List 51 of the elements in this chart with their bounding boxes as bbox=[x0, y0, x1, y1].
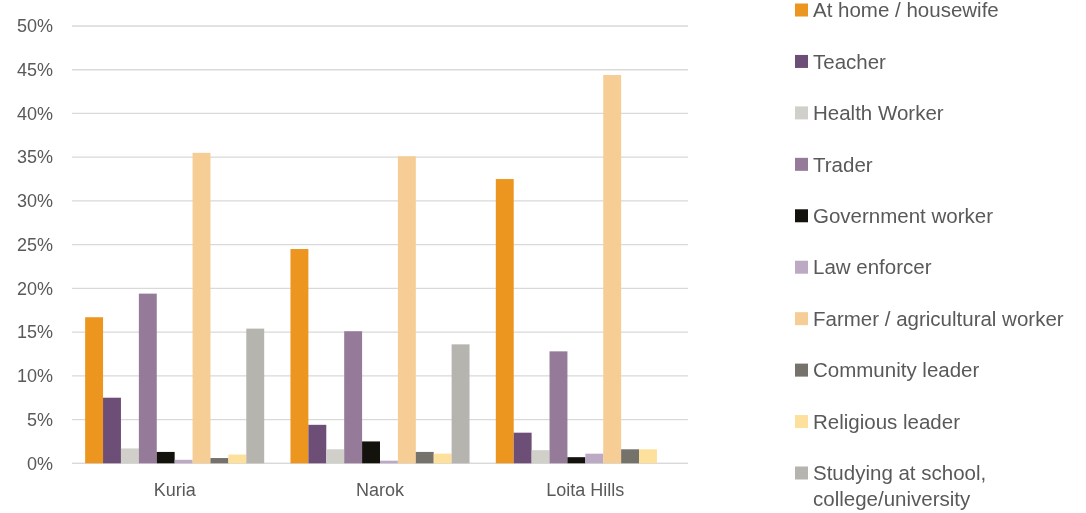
x-tick-label: Kuria bbox=[153, 480, 197, 501]
bar bbox=[228, 454, 247, 464]
bar bbox=[246, 328, 265, 464]
bar bbox=[362, 441, 380, 464]
bar bbox=[531, 450, 550, 464]
bar bbox=[495, 179, 514, 464]
bar bbox=[192, 152, 211, 464]
y-tick-label: 45% bbox=[16, 60, 53, 81]
legend-label: Government worker bbox=[813, 203, 994, 227]
legend-label: At home / housewife bbox=[813, 0, 999, 22]
bar bbox=[639, 449, 657, 464]
bar bbox=[415, 451, 434, 464]
bar bbox=[451, 344, 470, 464]
bar bbox=[103, 397, 121, 464]
legend-label: Community leader bbox=[813, 358, 980, 382]
bar bbox=[120, 448, 139, 464]
legend-label: Health Worker bbox=[813, 101, 944, 125]
bar bbox=[290, 249, 309, 464]
bar bbox=[567, 457, 586, 464]
bar bbox=[513, 432, 532, 464]
legend-label: Trader bbox=[813, 152, 873, 176]
legend-label: Farmer / agricultural worker bbox=[813, 306, 1064, 330]
y-tick-label: 50% bbox=[16, 16, 53, 37]
y-tick-label: 20% bbox=[16, 278, 53, 299]
bar bbox=[156, 451, 175, 464]
bar bbox=[138, 293, 157, 464]
y-tick-label: 15% bbox=[16, 322, 53, 343]
bar bbox=[344, 331, 363, 464]
bar bbox=[585, 453, 604, 464]
bar bbox=[326, 449, 345, 464]
x-tick-label: Loita Hills bbox=[546, 480, 625, 501]
legend-label: Teacher bbox=[813, 49, 887, 73]
bar bbox=[549, 351, 568, 464]
legend-label: Law enforcer bbox=[813, 255, 932, 279]
y-tick-label: 0% bbox=[26, 453, 53, 474]
y-tick-label: 40% bbox=[16, 103, 53, 124]
y-tick-label: 30% bbox=[16, 191, 53, 212]
bar bbox=[397, 156, 416, 464]
bar bbox=[621, 449, 640, 464]
bar bbox=[85, 317, 104, 464]
y-tick-label: 35% bbox=[16, 147, 53, 168]
bar bbox=[433, 453, 452, 464]
legend-label: Religious leader bbox=[813, 409, 961, 433]
y-tick-label: 10% bbox=[16, 366, 53, 387]
y-tick-label: 5% bbox=[26, 409, 53, 430]
x-tick-label: Narok bbox=[355, 480, 406, 501]
bar bbox=[603, 74, 622, 464]
y-tick-label: 25% bbox=[16, 234, 53, 255]
bar bbox=[210, 458, 229, 464]
legend-label: Studying at school, college/university bbox=[813, 461, 987, 510]
bar bbox=[308, 424, 327, 464]
